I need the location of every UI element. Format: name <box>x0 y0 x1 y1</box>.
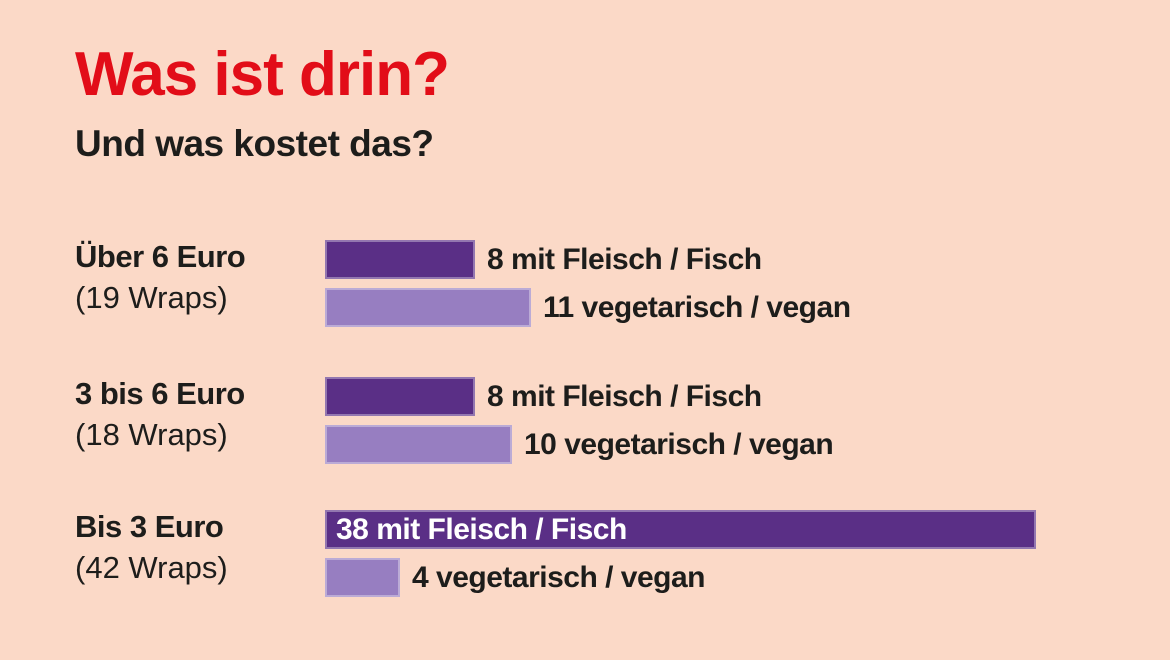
group-label-main: Über 6 Euro <box>75 239 246 274</box>
meat-bar: 38 mit Fleisch / Fisch <box>325 510 1036 549</box>
bar-row: 38 mit Fleisch / Fisch <box>325 510 1036 549</box>
meat-bar <box>325 377 475 416</box>
page-title: Was ist drin? <box>75 40 450 109</box>
bar-group-3-bis-6-euro: 3 bis 6 Euro (18 Wraps) 8 mit Fleisch / … <box>0 376 1170 473</box>
group-label: Über 6 Euro (19 Wraps) <box>75 236 246 318</box>
group-label-sub: (42 Wraps) <box>75 550 228 585</box>
bar-label-inside: 38 mit Fleisch / Fisch <box>336 512 627 546</box>
veggie-bar <box>325 558 400 597</box>
bar-label: 8 mit Fleisch / Fisch <box>487 379 762 413</box>
meat-bar <box>325 240 475 279</box>
group-bars: 8 mit Fleisch / Fisch 10 vegetarisch / v… <box>325 377 834 473</box>
veggie-bar <box>325 425 512 464</box>
group-label: Bis 3 Euro (42 Wraps) <box>75 506 228 588</box>
group-label-main: Bis 3 Euro <box>75 509 224 544</box>
bar-row: 8 mit Fleisch / Fisch <box>325 240 851 279</box>
bar-row: 11 vegetarisch / vegan <box>325 288 851 327</box>
bar-label: 10 vegetarisch / vegan <box>524 427 834 461</box>
page-subtitle: Und was kostet das? <box>75 123 434 164</box>
group-bars: 8 mit Fleisch / Fisch 11 vegetarisch / v… <box>325 240 851 336</box>
group-label-main: 3 bis 6 Euro <box>75 376 245 411</box>
bar-label: 11 vegetarisch / vegan <box>543 290 851 324</box>
bar-label: 8 mit Fleisch / Fisch <box>487 242 762 276</box>
bar-row: 4 vegetarisch / vegan <box>325 558 1036 597</box>
group-bars: 38 mit Fleisch / Fisch 4 vegetarisch / v… <box>325 510 1036 606</box>
bar-row: 10 vegetarisch / vegan <box>325 425 834 464</box>
bar-group-bis-3-euro: Bis 3 Euro (42 Wraps) 38 mit Fleisch / F… <box>0 509 1170 606</box>
group-label-sub: (19 Wraps) <box>75 280 228 315</box>
veggie-bar <box>325 288 531 327</box>
bar-label: 4 vegetarisch / vegan <box>412 560 706 594</box>
bar-group-ueber-6-euro: Über 6 Euro (19 Wraps) 8 mit Fleisch / F… <box>0 239 1170 336</box>
group-label-sub: (18 Wraps) <box>75 417 228 452</box>
group-label: 3 bis 6 Euro (18 Wraps) <box>75 373 245 455</box>
bar-row: 8 mit Fleisch / Fisch <box>325 377 833 416</box>
